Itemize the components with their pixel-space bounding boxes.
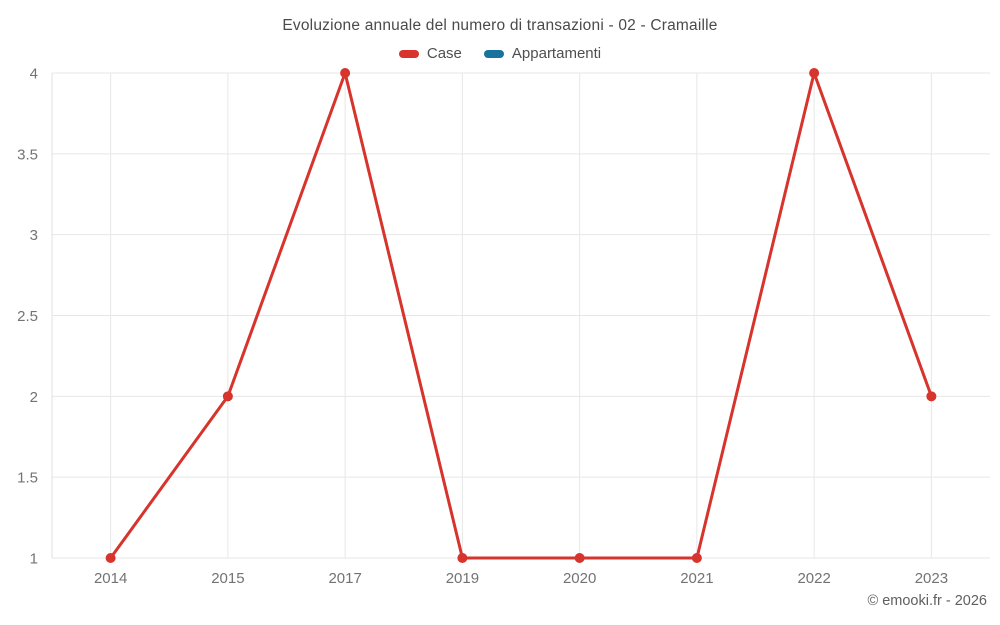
case-data-point[interactable] bbox=[809, 68, 820, 78]
y-tick-label: 1.5 bbox=[17, 470, 38, 487]
x-tick-label: 2022 bbox=[797, 570, 830, 587]
y-tick-label: 2 bbox=[30, 389, 38, 406]
x-tick-label: 2023 bbox=[915, 570, 948, 587]
copyright-attribution: © emooki.fr - 2026 bbox=[867, 593, 987, 609]
case-series-line bbox=[109, 71, 933, 560]
appartamenti-legend-swatch-icon bbox=[483, 49, 504, 58]
legend-label-appartamenti: Appartamenti bbox=[511, 45, 602, 62]
y-tick-label: 2.5 bbox=[17, 308, 38, 325]
y-tick-label: 4 bbox=[30, 66, 38, 83]
x-tick-label: 2020 bbox=[563, 570, 596, 587]
case-legend-swatch-icon bbox=[398, 49, 419, 58]
case-data-point[interactable] bbox=[574, 553, 585, 563]
case-data-point[interactable] bbox=[926, 391, 937, 402]
case-data-point[interactable] bbox=[222, 391, 233, 402]
chart-title: Evoluzione annuale del numero di transaz… bbox=[282, 17, 718, 34]
x-tick-label: 2019 bbox=[446, 570, 479, 587]
case-data-point[interactable] bbox=[105, 553, 116, 563]
x-tick-label: 2017 bbox=[328, 570, 361, 587]
y-tick-label: 1 bbox=[30, 551, 38, 568]
legend-item-appartamenti[interactable]: Appartamenti bbox=[483, 45, 602, 62]
x-tick-label: 2014 bbox=[94, 570, 127, 587]
legend-label-case: Case bbox=[426, 45, 462, 62]
legend-item-case[interactable]: Case bbox=[398, 45, 462, 62]
y-tick-label: 3 bbox=[30, 227, 38, 244]
case-data-point[interactable] bbox=[691, 553, 702, 563]
case-data-point[interactable] bbox=[457, 553, 468, 563]
x-tick-label: 2021 bbox=[680, 570, 713, 587]
x-tick-label: 2015 bbox=[211, 570, 244, 587]
case-data-point[interactable] bbox=[340, 68, 351, 78]
y-tick-label: 3.5 bbox=[17, 146, 38, 163]
legend: Case Appartamenti bbox=[0, 45, 1000, 62]
